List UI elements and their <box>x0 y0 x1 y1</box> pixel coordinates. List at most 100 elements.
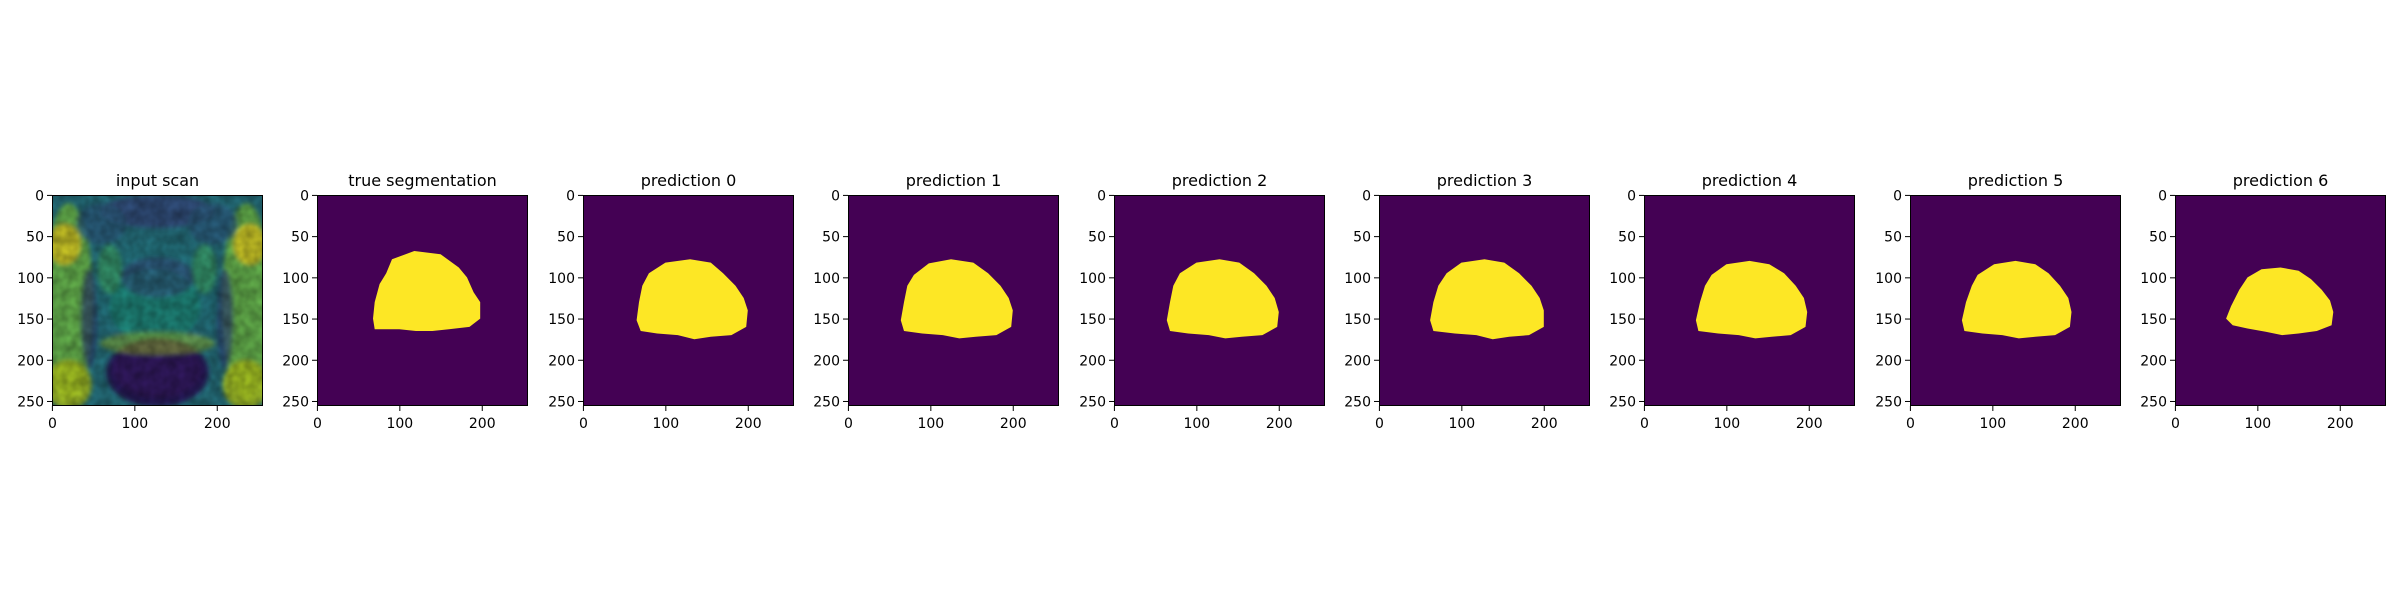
y-tick-label: 100 <box>813 271 840 287</box>
panel-title: prediction 0 <box>641 171 737 190</box>
y-tick-label: 250 <box>813 394 840 410</box>
panel-title: input scan <box>116 171 199 190</box>
segmentation-mask <box>636 259 748 340</box>
y-tick-label: 150 <box>2140 312 2167 328</box>
panel-title: prediction 3 <box>1437 171 1533 190</box>
panel-image <box>52 195 263 406</box>
y-tick-label: 250 <box>548 394 575 410</box>
y-tick-label: 200 <box>2140 353 2167 369</box>
y-tick-label: 250 <box>17 394 44 410</box>
panel-title: prediction 2 <box>1172 171 1268 190</box>
axes-frame <box>583 195 794 406</box>
y-tick-label: 200 <box>548 353 575 369</box>
y-tick-label: 200 <box>1079 353 1106 369</box>
segmentation-mask <box>1166 259 1279 339</box>
y-tick-label: 150 <box>1875 312 1902 328</box>
x-tick-label: 200 <box>735 416 762 432</box>
y-tick-label: 200 <box>282 353 309 369</box>
segmentation-mask <box>900 259 1013 339</box>
y-tick-label: 100 <box>548 271 575 287</box>
x-tick-label: 0 <box>1375 416 1384 432</box>
x-tick-label: 0 <box>844 416 853 432</box>
y-tick-label: 50 <box>822 230 840 246</box>
y-tick-label: 0 <box>1097 188 1106 204</box>
y-tick-label: 50 <box>2149 230 2167 246</box>
x-tick-label: 100 <box>1183 416 1210 432</box>
y-tick-label: 150 <box>1609 312 1636 328</box>
axes-frame <box>848 195 1059 406</box>
x-tick-label: 200 <box>1000 416 1027 432</box>
x-tick-label: 200 <box>1796 416 1823 432</box>
y-tick-label: 0 <box>831 188 840 204</box>
y-tick-label: 200 <box>1344 353 1371 369</box>
x-tick-label: 100 <box>121 416 148 432</box>
x-tick-label: 200 <box>2062 416 2089 432</box>
segmentation-mask <box>1961 260 2072 339</box>
x-tick-label: 0 <box>1906 416 1915 432</box>
scan-texture <box>52 195 263 406</box>
segmentation-mask <box>2226 267 2334 336</box>
panel-image <box>317 195 528 406</box>
x-tick-label: 100 <box>2244 416 2271 432</box>
axes-frame <box>1114 195 1325 406</box>
x-tick-label: 100 <box>1979 416 2006 432</box>
y-tick-label: 250 <box>282 394 309 410</box>
x-tick-label: 100 <box>1713 416 1740 432</box>
y-tick-label: 50 <box>1884 230 1902 246</box>
panel-image <box>1114 195 1325 406</box>
y-tick-label: 150 <box>1344 312 1371 328</box>
y-tick-label: 50 <box>291 230 309 246</box>
y-tick-label: 0 <box>300 188 309 204</box>
x-tick-label: 100 <box>652 416 679 432</box>
y-tick-label: 200 <box>1875 353 1902 369</box>
segmentation-mask <box>1430 259 1544 340</box>
y-tick-label: 0 <box>566 188 575 204</box>
panel-title: prediction 4 <box>1702 171 1798 190</box>
y-tick-label: 200 <box>1609 353 1636 369</box>
y-tick-label: 100 <box>282 271 309 287</box>
y-tick-label: 0 <box>35 188 44 204</box>
y-tick-label: 100 <box>17 271 44 287</box>
panel-image <box>1379 195 1590 406</box>
y-tick-label: 50 <box>26 230 44 246</box>
y-tick-label: 100 <box>1079 271 1106 287</box>
y-tick-label: 250 <box>1875 394 1902 410</box>
x-tick-label: 0 <box>2171 416 2180 432</box>
panel-title: prediction 1 <box>906 171 1002 190</box>
panel-image <box>1644 195 1855 406</box>
y-tick-label: 200 <box>813 353 840 369</box>
x-tick-label: 0 <box>48 416 57 432</box>
axes-frame <box>2175 195 2386 406</box>
x-tick-label: 100 <box>386 416 413 432</box>
x-tick-label: 0 <box>313 416 322 432</box>
y-tick-label: 150 <box>17 312 44 328</box>
y-tick-label: 50 <box>1088 230 1106 246</box>
x-tick-label: 100 <box>1448 416 1475 432</box>
y-tick-label: 50 <box>1618 230 1636 246</box>
y-tick-label: 150 <box>282 312 309 328</box>
panel-image <box>583 195 794 406</box>
y-tick-label: 50 <box>557 230 575 246</box>
y-tick-label: 200 <box>17 353 44 369</box>
x-tick-label: 0 <box>579 416 588 432</box>
panel-image <box>848 195 1059 406</box>
y-tick-label: 100 <box>1609 271 1636 287</box>
y-tick-label: 250 <box>1344 394 1371 410</box>
y-tick-label: 50 <box>1353 230 1371 246</box>
segmentation-mask <box>1695 260 1808 339</box>
panel-title: true segmentation <box>348 171 497 190</box>
x-tick-label: 0 <box>1640 416 1649 432</box>
segmentation-mask <box>373 251 481 331</box>
x-tick-label: 200 <box>469 416 496 432</box>
y-tick-label: 100 <box>2140 271 2167 287</box>
x-tick-label: 200 <box>1531 416 1558 432</box>
axes-frame <box>1644 195 1855 406</box>
